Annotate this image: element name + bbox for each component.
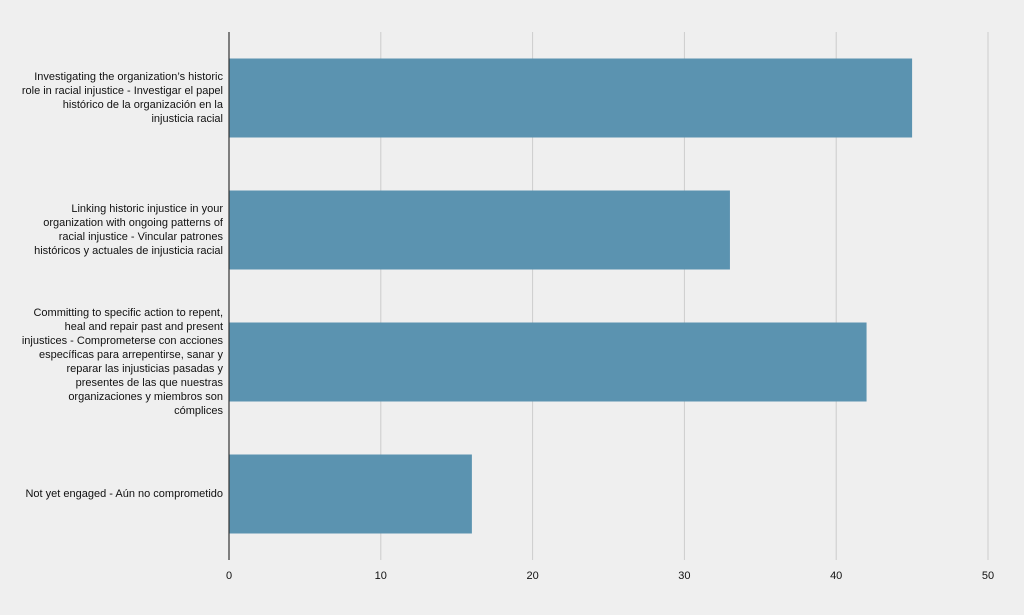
- x-tick-label: 0: [226, 570, 232, 582]
- x-tick-label: 10: [375, 570, 387, 582]
- bar: [229, 322, 867, 402]
- bar: [229, 58, 913, 138]
- category-label: Committing to specific action to repent,…: [21, 307, 223, 417]
- x-tick-label: 50: [982, 570, 994, 582]
- bar: [229, 190, 730, 270]
- bar: [229, 454, 472, 534]
- x-tick-label: 30: [678, 570, 690, 582]
- category-label: Not yet engaged - Aún no comprometido: [25, 488, 223, 500]
- x-tick-label: 40: [830, 570, 842, 582]
- x-tick-label: 20: [526, 570, 538, 582]
- category-label: Investigating the organization’s histori…: [21, 71, 223, 125]
- category-label: Linking historic injustice in your organ…: [34, 203, 223, 257]
